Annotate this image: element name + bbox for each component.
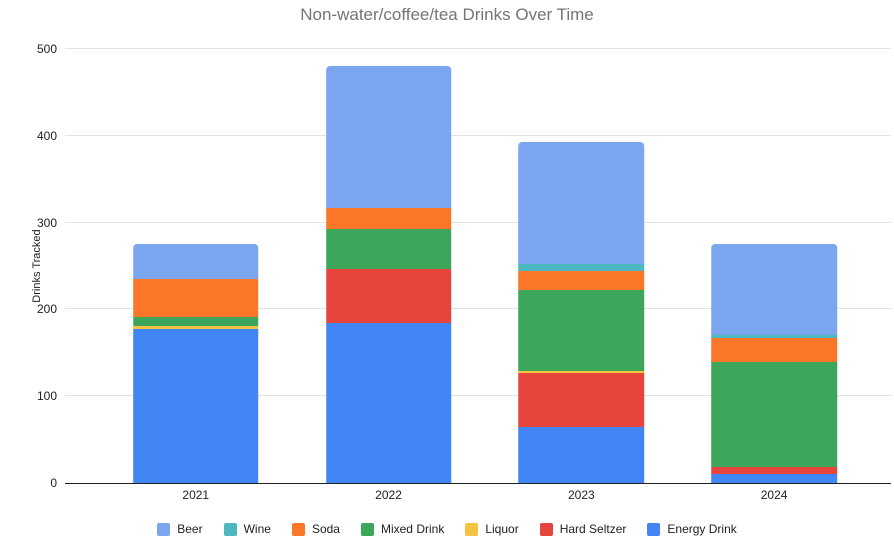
legend-swatch-icon [223,522,237,536]
x-tick-label-2022: 2022 [375,488,402,502]
bar-segment-2022-mixed-drink[interactable] [325,228,452,270]
bar-segment-2023-liquor[interactable] [518,371,645,373]
bar-2023 [518,49,645,483]
legend-swatch-icon [539,522,553,536]
bar-segment-2023-mixed-drink[interactable] [518,290,645,372]
legend-swatch-icon [465,522,479,536]
legend-item-wine[interactable]: Wine [223,522,271,536]
x-tick-label-2021: 2021 [182,488,210,502]
bar-segment-2022-energy-drink[interactable] [325,323,452,483]
legend-label: Soda [311,522,340,536]
bar-segment-2021-mixed-drink[interactable] [132,317,259,326]
legend-label: Energy Drink [667,522,737,536]
bar-segment-2021-liquor[interactable] [132,325,259,329]
y-tick-label-400: 400 [36,128,57,143]
legend-swatch-icon [647,522,661,536]
y-tick-label-100: 100 [36,389,57,404]
bar-segment-2022-soda[interactable] [325,207,452,229]
bar-segment-2024-mixed-drink[interactable] [711,361,837,467]
y-tick-label-0: 0 [50,476,57,490]
gridline-100 [65,395,891,397]
gridline-200 [65,308,891,310]
bar-segment-2024-wine[interactable] [711,334,837,339]
bar-segment-2023-soda[interactable] [518,271,645,291]
bar-segment-2023-wine[interactable] [518,264,645,272]
legend-item-liquor[interactable]: Liquor [465,522,519,536]
chart-legend: Beer Wine Soda Mixed Drink Liquor Hard Seltze… [0,522,894,536]
x-tick-label-2024: 2024 [760,488,788,502]
bar-segment-2023-beer[interactable] [518,141,645,265]
legend-label: Liquor [485,522,519,536]
y-tick-label-200: 200 [36,302,57,317]
bar-segment-2024-hard-seltzer[interactable] [711,466,837,475]
bar-2021 [132,49,259,483]
chart-title: Non-water/coffee/tea Drinks Over Time [300,5,594,24]
legend-swatch-icon [360,522,374,536]
legend-item-hard-seltzer[interactable]: Hard Seltzer [539,522,627,536]
legend-item-mixed-drink[interactable]: Mixed Drink [360,522,445,536]
legend-swatch-icon [291,522,305,536]
legend-item-beer[interactable]: Beer [157,522,203,536]
gridline-400 [65,134,891,136]
bar-segment-2024-energy-drink[interactable] [711,474,837,483]
bar-segment-2021-soda[interactable] [132,279,259,318]
x-tick-label-2023: 2023 [567,488,595,502]
legend-label: Beer [177,522,203,536]
legend-label: Hard Seltzer [559,522,627,536]
legend-item-energy-drink[interactable]: Energy Drink [647,522,737,536]
gridline-500 [65,48,891,49]
bar-segment-2023-energy-drink[interactable] [518,427,645,483]
legend-swatch-icon [157,522,171,536]
bar-2024 [711,49,837,483]
bar-segment-2023-hard-seltzer[interactable] [518,372,645,428]
gridline-300 [65,221,891,223]
bar-2022 [325,49,452,483]
plot-area: Drinks Tracked 0 100 200 300 400 500 2021 2022 2… [31,43,891,502]
y-tick-label-500: 500 [36,42,57,56]
bar-segment-2022-hard-seltzer[interactable] [325,269,452,324]
legend-item-soda[interactable]: Soda [291,522,340,536]
bar-segment-2021-energy-drink[interactable] [132,328,259,483]
legend-label: Mixed Drink [380,522,445,536]
y-tick-label-300: 300 [36,215,57,230]
legend-label: Wine [243,522,271,536]
bar-segment-2024-beer[interactable] [711,243,837,335]
bar-segment-2022-beer[interactable] [325,66,452,208]
bar-segment-2024-soda[interactable] [711,338,837,362]
bar-segment-2021-beer[interactable] [132,244,259,280]
